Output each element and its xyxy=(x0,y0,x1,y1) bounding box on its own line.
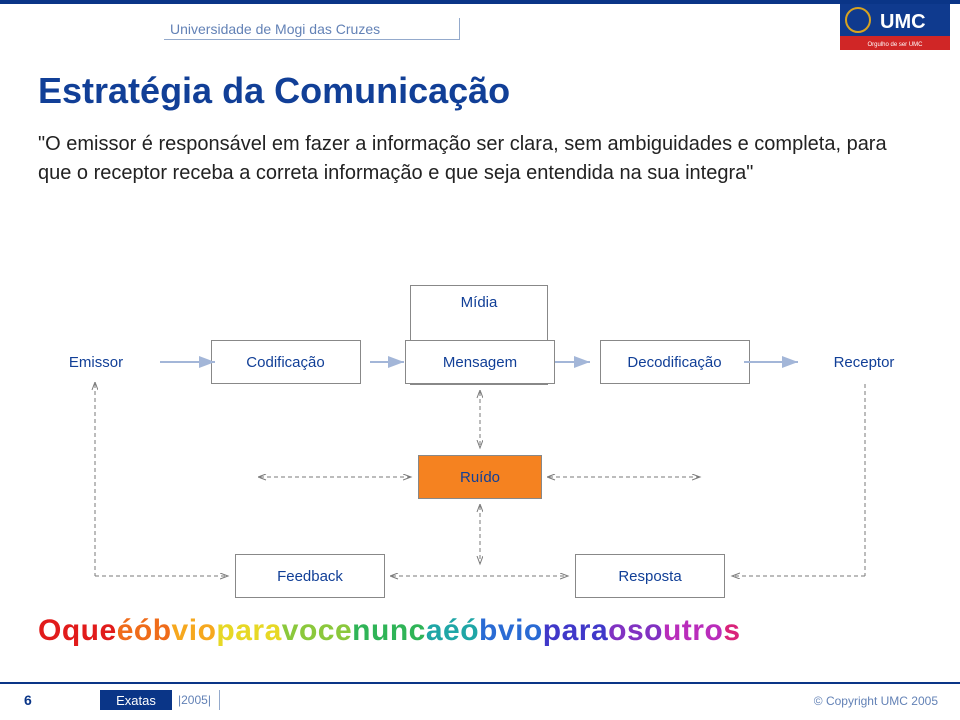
flow-row: Emissor Codificação Mensagem Decodificaç… xyxy=(26,340,934,384)
page-title: Estratégia da Comunicação xyxy=(38,70,510,112)
node-feedback: Feedback xyxy=(235,554,385,598)
svg-text:UMC: UMC xyxy=(880,11,926,33)
node-receptor: Receptor xyxy=(794,340,934,384)
node-decodificacao: Decodificação xyxy=(600,340,750,384)
umc-logo: UMC Orgulho de ser UMC xyxy=(840,4,950,50)
node-midia-label: Mídia xyxy=(461,294,498,311)
footer-year-value: 2005 xyxy=(181,693,208,707)
footer-copyright: © Copyright UMC 2005 xyxy=(814,694,938,708)
node-codificacao: Codificação xyxy=(211,340,361,384)
node-emissor: Emissor xyxy=(26,340,166,384)
header-bar: Universidade de Mogi das Cruzes xyxy=(164,18,460,40)
top-rule xyxy=(0,0,960,4)
university-name: Universidade de Mogi das Cruzes xyxy=(164,21,380,37)
node-resposta: Resposta xyxy=(575,554,725,598)
footer-rule xyxy=(0,682,960,684)
footer-year: | 2005 | xyxy=(172,690,220,710)
footer-area: Exatas xyxy=(100,690,172,710)
page-number: 6 xyxy=(24,692,32,708)
node-mensagem: Mensagem xyxy=(405,340,555,384)
rainbow-text: O que é óbvio para voce nunca é óbvio pa… xyxy=(38,614,920,648)
quote-text: "O emissor é responsável em fazer a info… xyxy=(38,130,920,188)
header-left-spacer xyxy=(0,18,164,40)
node-ruido: Ruído xyxy=(418,455,542,499)
logo-tagline: Orgulho de ser UMC xyxy=(867,42,923,48)
